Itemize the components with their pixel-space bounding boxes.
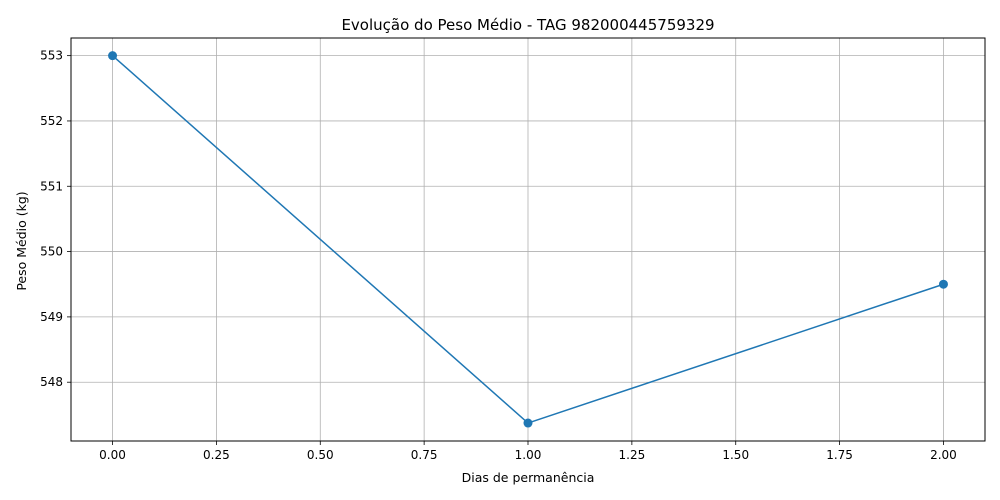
x-tick-label: 0.50 xyxy=(307,448,334,462)
y-tick-label: 551 xyxy=(40,179,63,193)
x-tick-label: 1.25 xyxy=(619,448,646,462)
x-tick-label: 0.00 xyxy=(99,448,126,462)
x-tick-label: 0.25 xyxy=(203,448,230,462)
x-tick-label: 1.50 xyxy=(722,448,749,462)
y-tick-label: 553 xyxy=(40,49,63,63)
y-tick-label: 549 xyxy=(40,310,63,324)
x-axis-ticks: 0.00 0.25 0.50 0.75 1.00 1.25 1.50 1.75 2.00 xyxy=(99,441,957,462)
y-tick-label: 550 xyxy=(40,245,63,259)
grid-lines xyxy=(71,38,985,441)
data-point xyxy=(938,279,948,289)
x-tick-label: 1.00 xyxy=(515,448,542,462)
x-tick-label: 0.75 xyxy=(411,448,438,462)
y-tick-label: 548 xyxy=(40,375,63,389)
y-axis-ticks: 548 549 550 551 552 553 xyxy=(40,49,71,389)
chart-title: Evolução do Peso Médio - TAG 98200044575… xyxy=(341,16,714,34)
x-tick-label: 2.00 xyxy=(930,448,957,462)
y-axis-label: Peso Médio (kg) xyxy=(14,191,29,290)
data-point xyxy=(523,418,533,428)
data-points xyxy=(108,51,948,428)
x-tick-label: 1.75 xyxy=(826,448,853,462)
x-axis-label: Dias de permanência xyxy=(462,470,595,485)
y-tick-label: 552 xyxy=(40,114,63,128)
data-point xyxy=(108,51,118,61)
